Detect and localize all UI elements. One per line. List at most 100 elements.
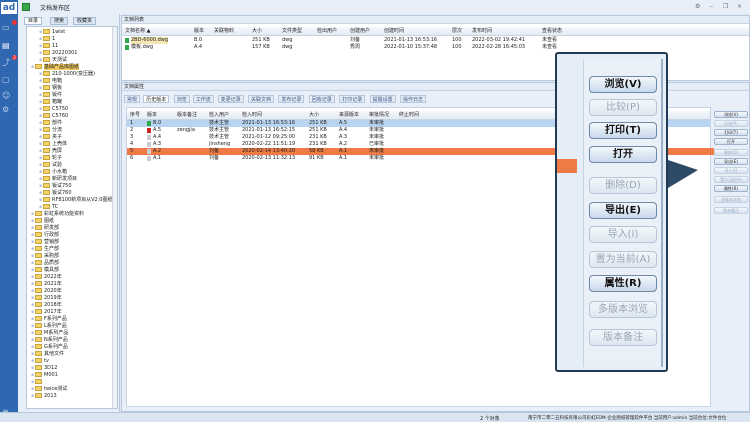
tree-item[interactable]: ⊕ N系列产品 xyxy=(31,336,68,343)
column-header[interactable]: 关联物料 xyxy=(214,28,235,34)
expand-icon[interactable]: ⊕ xyxy=(31,218,35,223)
user-icon[interactable]: ☺ xyxy=(2,91,11,100)
tree-item[interactable]: ⊕ 2017年 xyxy=(31,308,62,315)
zoomed-action-button[interactable]: 导入(I) xyxy=(589,226,657,243)
document-icon[interactable]: ▤ xyxy=(2,41,10,50)
expand-icon[interactable]: ⊕ xyxy=(39,190,43,195)
tree-item[interactable]: ⊕ 基础产品库图纸 xyxy=(31,63,80,70)
column-header[interactable]: 创建用户 xyxy=(350,28,371,34)
expand-icon[interactable]: ⊕ xyxy=(31,379,35,384)
zoomed-action-button[interactable]: 属性(R) xyxy=(589,275,657,292)
document-name[interactable]: 2BD-6000.dwg xyxy=(131,37,169,44)
action-button[interactable]: 比较(P) xyxy=(714,120,748,127)
expand-icon[interactable]: ⊕ xyxy=(39,120,43,125)
expand-icon[interactable]: ⊕ xyxy=(31,344,35,349)
tree-item[interactable]: ⊕ 壳屏 xyxy=(39,147,62,154)
expand-icon[interactable]: ⊕ xyxy=(31,225,35,230)
tab-search[interactable]: 搜索 xyxy=(50,17,69,25)
expand-icon[interactable]: ⊕ xyxy=(39,57,43,62)
column-header[interactable]: 文件类型 xyxy=(282,28,303,34)
tree-item[interactable]: ⊕ 部件 xyxy=(39,119,62,126)
tab-9[interactable]: 提醒设置 xyxy=(369,95,396,103)
action-button[interactable]: 导入(I) xyxy=(714,167,748,174)
expand-icon[interactable]: ⊕ xyxy=(39,141,43,146)
expand-icon[interactable]: ⊕ xyxy=(31,281,35,286)
tree-item[interactable]: ⊕ 2018年 xyxy=(31,301,62,308)
zoomed-action-button[interactable]: 打开 xyxy=(589,146,657,163)
tree-item[interactable]: ⊕ 1 xyxy=(39,35,55,42)
tree-item[interactable]: ⊕ TC xyxy=(39,203,58,210)
tab-6[interactable]: 发布记录 xyxy=(278,95,305,103)
expand-icon[interactable]: ⊕ xyxy=(31,274,35,279)
expand-icon[interactable]: ⊕ xyxy=(31,358,35,363)
expand-icon[interactable]: ⊕ xyxy=(31,393,35,398)
tab-catalog[interactable]: 目录 xyxy=(24,17,43,25)
column-header[interactable]: 大小 xyxy=(252,28,263,34)
action-button[interactable]: 属性(R) xyxy=(714,185,748,192)
tree-item[interactable]: ⊕ 2013 xyxy=(31,392,57,399)
tree-item[interactable]: ⊕ L系列产品 xyxy=(31,322,67,329)
column-header[interactable]: 终止时间 xyxy=(399,112,420,118)
column-header[interactable]: 检出用户 xyxy=(317,28,338,34)
expand-icon[interactable]: ⊕ xyxy=(39,155,43,160)
expand-icon[interactable]: ⊕ xyxy=(39,176,43,181)
zoomed-action-button[interactable]: 删除(D) xyxy=(589,177,657,194)
column-header[interactable]: 发布时间 xyxy=(472,28,493,34)
tree-item[interactable]: ⊕ 上壳体 xyxy=(39,140,67,147)
tree-item[interactable]: ⊕ RF8100新项目从V2.0图纸 xyxy=(39,196,112,203)
tab-1[interactable]: 历史版本 xyxy=(143,95,170,103)
column-header[interactable]: 文档名称 ▲ xyxy=(125,28,151,34)
expand-icon[interactable]: ⊕ xyxy=(39,106,43,111)
expand-icon[interactable]: ⊕ xyxy=(39,92,43,97)
tree-item[interactable]: ⊕ 2021年 xyxy=(31,280,62,287)
expand-icon[interactable]: ⊕ xyxy=(39,197,43,202)
expand-icon[interactable]: ⊕ xyxy=(31,302,35,307)
tree-item[interactable]: ⊕ F系列产品 xyxy=(31,315,67,322)
table-row[interactable]: 2 A.5 zengjia 技术主管 2021-01-13 16:52:15 251 KB… xyxy=(127,127,710,134)
tab-favorites[interactable]: 收藏夹 xyxy=(73,17,97,25)
column-header[interactable]: 版本备注 xyxy=(177,112,198,118)
column-header[interactable]: 序号 xyxy=(130,112,141,118)
expand-icon[interactable]: ⊕ xyxy=(31,330,35,335)
zoomed-action-button[interactable]: 多版本浏览 xyxy=(589,301,657,318)
tree-item[interactable]: ⊕ 新研发项目 xyxy=(39,175,77,182)
zoomed-action-button[interactable]: 置为当前(A) xyxy=(589,251,657,268)
expand-icon[interactable]: ⊕ xyxy=(39,29,43,34)
settings-icon[interactable]: ⚙ xyxy=(2,105,10,114)
tree-item[interactable]: ⊕ C5760 xyxy=(39,112,68,119)
expand-icon[interactable]: ⊕ xyxy=(39,127,43,132)
expand-icon[interactable]: ⊕ xyxy=(39,148,43,153)
column-header[interactable]: 审批情况 xyxy=(369,112,390,118)
zoomed-action-button[interactable]: 比较(P) xyxy=(589,99,657,116)
expand-icon[interactable]: ⊕ xyxy=(39,183,43,188)
expand-icon[interactable]: ⊕ xyxy=(39,36,43,41)
tree-item[interactable]: ⊕ 轮子 xyxy=(39,154,62,161)
expand-icon[interactable]: ⊕ xyxy=(39,78,43,83)
action-button[interactable]: 删除(D) xyxy=(714,149,748,156)
tab-8[interactable]: 打印记录 xyxy=(339,95,366,103)
tree-item[interactable]: ⊕ 夹子 xyxy=(39,133,62,140)
tab-4[interactable]: 变更记录 xyxy=(217,95,244,103)
tab-5[interactable]: 关联文档 xyxy=(248,95,275,103)
tree-item[interactable]: ⊕ xyxy=(31,378,44,385)
column-header[interactable]: 层次 xyxy=(452,28,463,34)
tree-item[interactable]: ⊕ 试验 xyxy=(39,161,62,168)
action-button[interactable]: 多版本浏览 xyxy=(714,196,748,203)
expand-icon[interactable]: ⊕ xyxy=(39,85,43,90)
tree-item[interactable]: ⊕ 钣件 xyxy=(39,91,62,98)
expand-icon[interactable]: ⊕ xyxy=(39,169,43,174)
zoomed-action-button[interactable]: 版本备注 xyxy=(589,329,657,346)
column-header[interactable]: 版本 xyxy=(194,28,205,34)
zoomed-action-button[interactable]: 浏览(V) xyxy=(589,76,657,93)
column-header[interactable]: 创建时间 xyxy=(384,28,405,34)
expand-icon[interactable]: ⊕ xyxy=(39,113,43,118)
expand-icon[interactable]: ⊕ xyxy=(39,162,43,167)
tree-item[interactable]: ⊕ 钣试760 xyxy=(39,189,72,196)
expand-icon[interactable]: ⊕ xyxy=(39,71,43,76)
expand-icon[interactable]: ⊕ xyxy=(39,134,43,139)
tree-item[interactable]: ⊕ C5750 xyxy=(39,105,68,112)
table-row[interactable]: 6 A.1 刘备 2020-02-13 11:32:13 91 KB A.1 未审批 xyxy=(127,155,710,162)
tree-item[interactable]: ⊕ 采购部 xyxy=(31,252,59,259)
column-header[interactable]: 检入用户 xyxy=(209,112,230,118)
column-header[interactable]: 版本 xyxy=(147,112,158,118)
